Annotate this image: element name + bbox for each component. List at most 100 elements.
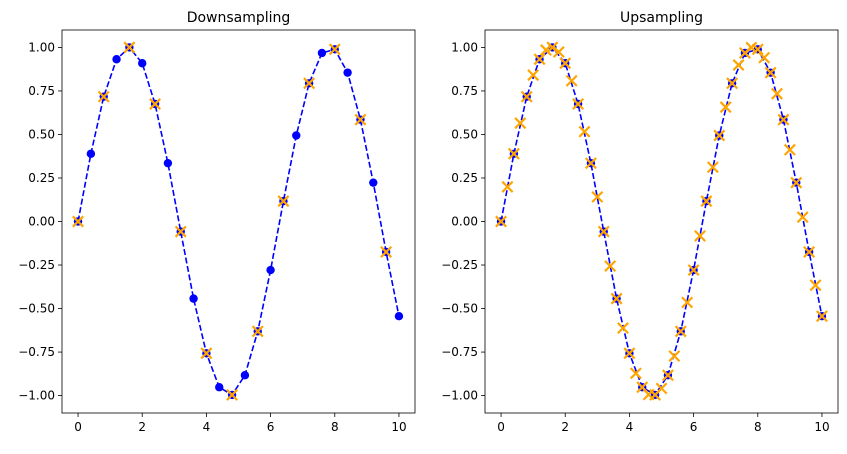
data-point-x-marker: [796, 211, 809, 224]
y-tick-label: 0.00: [28, 215, 55, 229]
data-point-x-marker: [123, 41, 136, 54]
series-2: [495, 41, 828, 401]
data-point-x-marker: [706, 161, 719, 174]
y-tick-label: −0.50: [441, 302, 478, 316]
x-tick-label: 4: [626, 420, 634, 434]
data-point-x-marker: [72, 215, 85, 228]
x-tick-label: 8: [331, 420, 339, 434]
data-point: [215, 383, 224, 392]
data-point-x-marker: [251, 325, 264, 338]
data-point: [163, 158, 173, 168]
y-tick-label: −1.00: [18, 389, 55, 403]
data-point: [266, 265, 275, 275]
data-point-x-marker: [617, 322, 629, 335]
x-tick-label: 8: [754, 420, 762, 434]
data-point-x-marker: [546, 41, 559, 54]
data-point-x-marker: [668, 350, 681, 363]
data-point: [112, 55, 121, 64]
data-point-x-marker: [771, 87, 784, 100]
axes-frame: [61, 29, 416, 414]
y-tick-label: −0.75: [18, 345, 55, 359]
y-tick-label: −0.50: [18, 302, 55, 316]
data-point-x-marker: [303, 77, 316, 90]
y-tick-label: 0.75: [28, 84, 55, 98]
data-point-x-marker: [629, 367, 642, 380]
data-point: [394, 312, 404, 321]
data-point-x-marker: [495, 215, 508, 228]
data-point-x-marker: [507, 147, 520, 160]
data-point-x-marker: [681, 296, 694, 309]
data-point-x-marker: [713, 129, 726, 142]
data-point-x-marker: [97, 90, 110, 103]
x-tick-label: 0: [497, 420, 505, 434]
data-point-x-marker: [380, 245, 393, 258]
series-line: [77, 46, 400, 396]
data-point-x-marker: [674, 325, 687, 338]
data-point-x-marker: [790, 176, 803, 189]
subplot-title: Upsampling: [620, 10, 703, 26]
data-point: [292, 131, 301, 140]
data-point-x-marker: [539, 44, 552, 56]
data-point-x-marker: [501, 180, 514, 193]
data-point-x-marker: [623, 347, 636, 360]
data-point-x-marker: [597, 225, 610, 238]
data-point-x-marker: [655, 382, 668, 395]
data-point-x-marker: [777, 113, 790, 126]
y-tick-label: 0.75: [451, 84, 478, 98]
y-tick-label: 0.25: [28, 171, 55, 185]
data-point-x-marker: [572, 98, 585, 110]
data-point-x-marker: [552, 45, 565, 58]
series-line: [500, 46, 823, 396]
x-tick-label: 2: [561, 420, 569, 434]
x-tick-label: 10: [814, 420, 829, 434]
subplot-title: Downsampling: [187, 10, 291, 26]
data-point-x-marker: [565, 74, 578, 87]
data-point-x-marker: [687, 264, 700, 277]
subplot-2: Upsampling 0 2 4 6 8 10 1.00 0.75 0.50 0.25 0.00 −0.…: [441, 10, 839, 434]
data-point-x-marker: [174, 225, 187, 238]
data-point-x-marker: [584, 157, 597, 170]
data-point-x-marker: [732, 59, 745, 71]
data-point: [138, 59, 147, 68]
data-point-x-marker: [726, 77, 739, 90]
data-point-x-marker: [751, 43, 764, 56]
data-point: [240, 371, 250, 380]
y-tick-label: −0.25: [18, 258, 55, 272]
data-point-x-marker: [578, 125, 591, 138]
data-point-x-marker: [809, 279, 822, 292]
data-point-x-marker: [758, 51, 771, 64]
data-point-x-marker: [533, 53, 546, 66]
axes-frame: [484, 29, 839, 414]
data-point-x-marker: [559, 57, 572, 70]
series-2: [72, 41, 393, 401]
y-tick-label: −1.00: [441, 389, 478, 403]
subplot-1: Downsampling 0 2 4 6 8 10 1.00 0.75 0.50 0.25 0.00 −…: [18, 10, 416, 434]
y-tick-label: 1.00: [28, 40, 55, 54]
y-tick-label: 0.00: [451, 215, 478, 229]
x-tick-label: 6: [690, 420, 698, 434]
data-point-x-marker: [783, 143, 796, 156]
data-point-x-marker: [527, 69, 540, 82]
data-point: [189, 294, 198, 303]
data-point-x-marker: [700, 195, 713, 208]
y-tick-label: −0.25: [441, 258, 478, 272]
x-tick-label: 4: [203, 420, 211, 434]
data-point: [369, 178, 378, 187]
y-tick-label: 0.50: [28, 127, 55, 141]
data-point-x-marker: [815, 310, 828, 323]
x-tick-label: 6: [267, 420, 275, 434]
y-tick-label: 1.00: [451, 40, 478, 54]
data-point: [317, 48, 327, 58]
x-tick-label: 2: [138, 420, 146, 434]
data-point-x-marker: [328, 43, 341, 56]
data-point-x-marker: [803, 245, 816, 258]
data-point-x-marker: [591, 190, 604, 203]
data-point-x-marker: [764, 66, 777, 79]
data-point-x-marker: [719, 101, 732, 114]
x-tick-label: 10: [391, 420, 406, 434]
data-point-x-marker: [277, 195, 290, 208]
data-point-x-marker: [200, 347, 213, 360]
x-tick-label: 0: [74, 420, 82, 434]
